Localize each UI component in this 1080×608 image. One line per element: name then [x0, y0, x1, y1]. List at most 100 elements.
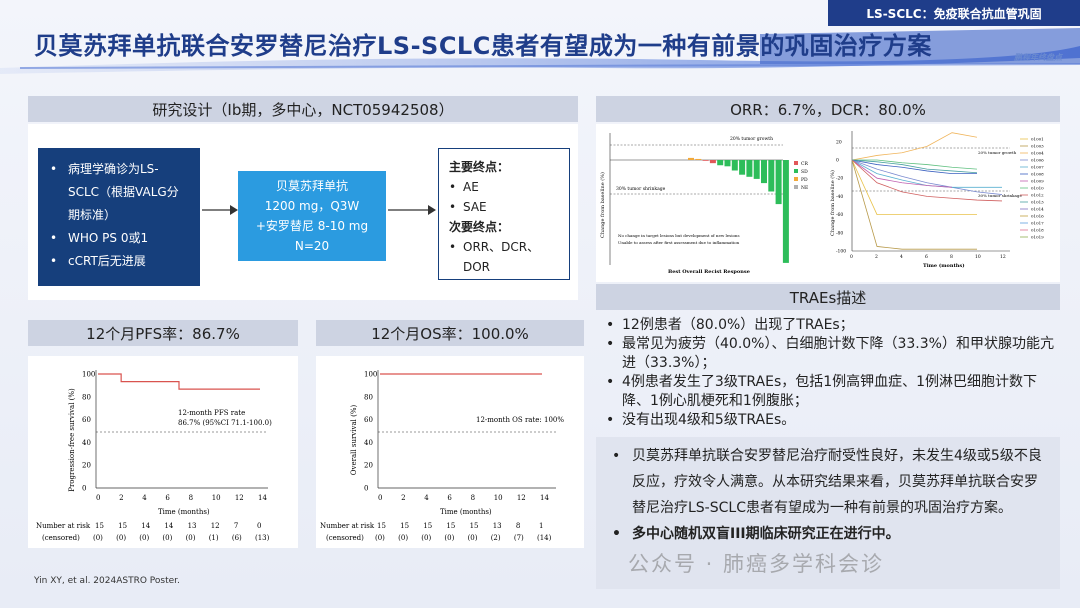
pfs-censored-value: (0) [186, 534, 196, 542]
pfs-y-tick: 60 [82, 416, 91, 424]
pfs-risk-value: 15 [118, 522, 127, 530]
spider-series-line [851, 159, 977, 175]
os-panel: Overall survival (%) 0 2 4 6 8 10 12 14 0 20 40 60 8… [316, 356, 584, 548]
waterfall-bar [731, 160, 738, 171]
legend-label: 01016 [1031, 214, 1044, 219]
pfs-heading-text: 12个月PFS率：86.7% [86, 324, 240, 343]
design-heading: 研究设计（Ib期，多中心，NCT05942508） [28, 96, 578, 122]
os-x-tick: 14 [540, 494, 549, 502]
waterfall-bar [761, 160, 767, 184]
os-y-tick: 80 [364, 393, 373, 401]
pfs-x-tick: 0 [96, 494, 100, 502]
page-title: 贝莫苏拜单抗联合安罗替尼治疗LS-SCLC患者有望成为一种有前景的巩固治疗方案 [34, 32, 932, 60]
os-heading-text: 12个月OS率：100.0% [371, 324, 529, 343]
legend-swatch [794, 161, 798, 165]
spider-x-tick: 4 [900, 254, 903, 260]
pfs-censored-value: (0) [139, 534, 149, 542]
treatment-line: 贝莫苏拜单抗 [275, 179, 348, 193]
os-censored-value: (7) [514, 534, 524, 542]
spider-series-line [851, 159, 953, 188]
os-x-tick: 12 [517, 494, 526, 502]
os-annotation: 12-month OS rate: 100% [476, 416, 564, 424]
arrow-icon [202, 205, 238, 215]
pfs-heading: 12个月PFS率：86.7% [28, 320, 298, 346]
primary-endpoint-title: 主要终点： [449, 160, 510, 174]
legend-label: 01003 [1031, 144, 1044, 149]
os-x-tick: 6 [447, 494, 452, 502]
treatment-box: 贝莫苏拜单抗 1200 mg，Q3W +安罗替尼 8-10 mg N=20 [238, 171, 386, 261]
legend-label: 01008 [1031, 172, 1044, 177]
pfs-x-tick: 8 [189, 494, 193, 502]
waterfall-bar [702, 160, 709, 161]
pfs-x-tick: 10 [212, 494, 221, 502]
waterfall-bar [709, 160, 716, 164]
waterfall-bar [746, 160, 753, 177]
pfs-xlabel: Time (months) [158, 508, 210, 516]
trae-item: 没有出现4级和5级TRAEs。 [604, 411, 1064, 430]
orr-panel: Change from baseline (%) 20% tumor growt… [596, 124, 1060, 282]
os-risk-value: 15 [377, 522, 386, 530]
os-risk-value: 1 [539, 522, 543, 530]
pfs-x-tick: 2 [119, 494, 123, 502]
endpoint-item: SAE [449, 197, 559, 217]
os-censored-label: (censored) [326, 534, 364, 542]
spider-series-line [852, 159, 978, 170]
os-censored-value: (2) [491, 534, 501, 542]
trae-item: 最常见为疲劳（40.0%）、白细胞计数下降（33.3%）和甲状腺功能亢进（33.… [604, 335, 1064, 373]
pfs-censored-value: (0) [93, 534, 103, 542]
os-risk-value: 15 [400, 522, 409, 530]
endpoint-item: AE [449, 177, 559, 197]
trae-list: 12例患者（80.0%）出现了TRAEs； 最常见为疲劳（40.0%）、白细胞计… [604, 316, 1064, 430]
spider-ylabel: Change from baseline (%) [829, 170, 836, 236]
os-censored-value: (14) [537, 534, 552, 542]
os-heading: 12个月OS率：100.0% [316, 320, 584, 346]
design-heading-text: 研究设计（Ib期，多中心，NCT05942508） [152, 100, 454, 119]
header-wave-graphic [0, 28, 1080, 74]
spider-y-tick: -40 [836, 194, 843, 200]
pfs-x-tick: 14 [258, 494, 267, 502]
legend-swatch [794, 177, 798, 181]
legend-label: 01010 [1031, 186, 1044, 191]
trae-item: 4例患者发生了3级TRAEs，包括1例高钾血症、1例淋巴细胞计数下降、1例心肌梗… [604, 373, 1064, 411]
pfs-censored-label: (censored) [42, 534, 80, 542]
spider-x-tick: 6 [925, 254, 928, 260]
os-y-tick: 20 [364, 462, 373, 470]
spider-y-tick: -60 [836, 212, 843, 218]
os-xlabel: Time (months) [440, 508, 492, 516]
spider-series-line [851, 159, 978, 174]
legend-swatch [794, 169, 798, 173]
legend-label: 01009 [1031, 179, 1044, 184]
spider-series-line [851, 159, 1003, 202]
os-risk-label: Number at risk [320, 522, 375, 530]
legend-label: 01012 [1031, 193, 1044, 198]
waterfall-line-bottom-label: 30% tumor shrinkage [616, 186, 666, 192]
os-y-tick: 100 [364, 371, 377, 379]
legend-label: 01006 [1031, 158, 1044, 163]
arrow-icon [388, 205, 436, 215]
waterfall-line-top-label: 20% tumor growth [730, 136, 773, 142]
spider-x-tick: 2 [875, 254, 878, 260]
pfs-risk-value: 12 [211, 522, 220, 530]
legend-label: NE [801, 185, 808, 191]
spider-y-tick: -80 [836, 230, 843, 236]
pfs-x-tick: 6 [165, 494, 170, 502]
os-y-tick: 40 [364, 439, 373, 447]
os-censored-value: (0) [444, 534, 454, 542]
spider-series-line [851, 132, 978, 161]
pfs-censored-value: (13) [255, 534, 270, 542]
legend-label: 01007 [1031, 165, 1044, 170]
legend-label: 01019 [1031, 235, 1044, 240]
secondary-endpoint-title: 次要终点： [449, 220, 510, 234]
spider-x-tick: 8 [950, 254, 953, 260]
pfs-ylabel: Progression-free survival (%) [68, 388, 76, 492]
waterfall-bar [768, 160, 775, 192]
os-x-tick: 8 [471, 494, 475, 502]
legend-swatch [794, 185, 798, 189]
spider-y-tick: -20 [836, 176, 843, 182]
pfs-curve [98, 373, 260, 390]
pfs-x-tick: 12 [235, 494, 244, 502]
header-band [0, 24, 1080, 74]
conclusion-item: 多中心随机双盲III期临床研究正在进行中。 [610, 521, 1046, 547]
waterfall-bar [775, 160, 782, 205]
pfs-risk-value: 15 [95, 522, 104, 530]
